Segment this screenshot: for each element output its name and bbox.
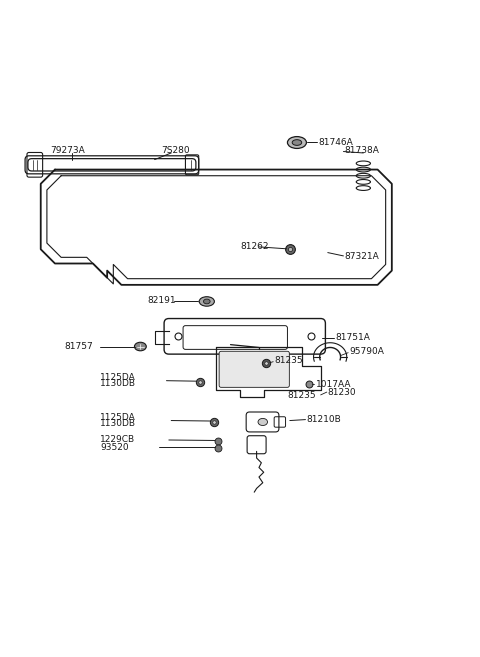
Text: 81230: 81230 [328, 388, 356, 397]
Ellipse shape [199, 297, 215, 306]
Ellipse shape [292, 140, 301, 145]
Text: 1017AA: 1017AA [316, 380, 351, 389]
Text: 81746A: 81746A [318, 137, 353, 147]
Ellipse shape [204, 299, 210, 304]
Ellipse shape [288, 137, 306, 148]
Text: 81262: 81262 [240, 242, 268, 252]
Text: 81235: 81235 [274, 356, 303, 365]
Text: 81751A: 81751A [335, 334, 370, 342]
Text: 93520: 93520 [100, 443, 129, 451]
Text: 1130DB: 1130DB [100, 379, 136, 388]
Text: 79273A: 79273A [50, 146, 85, 154]
Text: 1125DA: 1125DA [100, 373, 136, 382]
Text: 81210B: 81210B [306, 415, 341, 424]
Text: 95790A: 95790A [349, 347, 384, 356]
Text: 87321A: 87321A [344, 252, 379, 261]
Text: 1130DB: 1130DB [100, 419, 136, 428]
Ellipse shape [134, 342, 146, 351]
FancyBboxPatch shape [219, 351, 289, 388]
Text: 7S280: 7S280 [162, 146, 191, 154]
Text: 81235: 81235 [288, 392, 316, 400]
Text: 1229CB: 1229CB [100, 436, 135, 445]
Text: 81757: 81757 [64, 342, 93, 351]
Text: 81738A: 81738A [344, 146, 379, 155]
Text: 1125DA: 1125DA [100, 413, 136, 422]
Text: 82191: 82191 [147, 296, 176, 306]
Ellipse shape [258, 419, 267, 426]
